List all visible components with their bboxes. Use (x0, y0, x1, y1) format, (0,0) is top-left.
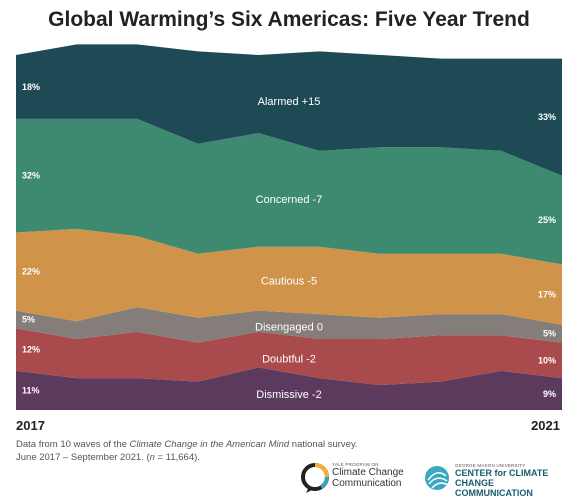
start-value-disengaged: 5% (22, 314, 35, 324)
end-value-cautious: 17% (538, 290, 556, 300)
start-value-dismissive: 11% (22, 385, 40, 395)
series-label-dismissive: Dismissive -2 (256, 389, 321, 401)
yale-logo-line1: Climate Change (332, 467, 404, 478)
series-label-alarmed: Alarmed +15 (258, 96, 321, 108)
footnote-n: n (149, 452, 155, 463)
footnote: Data from 10 waves of the Climate Change… (16, 438, 358, 464)
series-label-cautious: Cautious -5 (261, 275, 317, 287)
gmu-climate-logo: GEORGE MASON UNIVERSITY CENTER for CLIMA… (422, 460, 572, 498)
start-value-alarmed: 18% (22, 82, 40, 92)
gmu-logo-small-text: GEORGE MASON UNIVERSITY (455, 463, 526, 468)
series-label-concerned: Concerned -7 (256, 194, 323, 206)
footnote-text: national survey. (289, 439, 358, 450)
footnote-text: = 11,664). (154, 452, 200, 463)
gmu-logo-line1: CENTER for CLIMATE CHANGE (455, 468, 549, 488)
start-value-doubtful: 12% (22, 345, 40, 355)
series-label-disengaged: Disengaged 0 (255, 322, 323, 334)
area-cautious (16, 228, 562, 325)
footnote-line-2: June 2017 – September 2021. (n = 11,664)… (16, 451, 358, 464)
end-value-doubtful: 10% (538, 355, 556, 365)
end-value-dismissive: 9% (543, 389, 556, 399)
footnote-line-1: Data from 10 waves of the Climate Change… (16, 438, 358, 451)
chart-areas (16, 44, 562, 410)
area-doubtful (16, 328, 562, 386)
area-dismissive (16, 367, 562, 410)
series-label-doubtful: Doubtful -2 (262, 354, 316, 366)
yale-logo-icon (301, 463, 329, 493)
x-axis-start-label: 2017 (16, 418, 45, 433)
chart-title: Global Warming’s Six Americas: Five Year… (48, 8, 530, 31)
area-concerned (16, 118, 562, 265)
yale-logo-line2: Communication (332, 478, 402, 489)
yale-logo-small-text: YALE PROGRAM ON (332, 462, 379, 467)
gmu-logo-icon (425, 466, 449, 490)
chart-labels: Dismissive -2 11% 9% Doubtful -2 12% 10% Disen… (22, 82, 556, 401)
end-value-alarmed: 33% (538, 112, 556, 122)
footnote-text: Data from 10 waves of the (16, 439, 130, 450)
end-value-disengaged: 5% (543, 329, 556, 339)
footnote-survey-name: Climate Change in the American Mind (129, 439, 290, 450)
area-disengaged (16, 307, 562, 343)
area-alarmed (16, 44, 562, 176)
gmu-logo-line2: COMMUNICATION (455, 488, 533, 498)
start-value-concerned: 32% (22, 171, 40, 181)
end-value-concerned: 25% (538, 215, 556, 225)
start-value-cautious: 22% (22, 267, 40, 277)
yale-climate-logo: YALE PROGRAM ON Climate Change Communica… (300, 460, 415, 496)
footnote-text: June 2017 – September 2021. ( (16, 452, 150, 463)
x-axis-end-label: 2021 (531, 418, 560, 433)
